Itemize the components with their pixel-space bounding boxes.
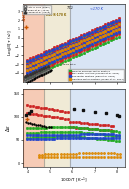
Text: 240 K-170 K: 240 K-170 K bbox=[46, 13, 66, 17]
Text: Partially Crystallized 50 wt.%: Partially Crystallized 50 wt.% bbox=[41, 64, 76, 65]
Y-axis label: $\Delta\varepsilon$: $\Delta\varepsilon$ bbox=[4, 124, 12, 132]
Text: $T_{C2}$: $T_{C2}$ bbox=[66, 5, 73, 12]
Bar bbox=[23, 89, 44, 167]
Text: $T_{C1}$: $T_{C1}$ bbox=[40, 5, 47, 12]
Bar bbox=[44, 4, 70, 82]
Bar bbox=[23, 4, 44, 82]
Y-axis label: Log$_{10}$[$\tau$ (s)]: Log$_{10}$[$\tau$ (s)] bbox=[6, 29, 14, 56]
Bar bbox=[44, 89, 70, 167]
Bar bbox=[70, 4, 125, 82]
Text: >240K: >240K bbox=[23, 10, 27, 21]
Bar bbox=[70, 89, 125, 167]
X-axis label: 1000/T [K$^{-1}$]: 1000/T [K$^{-1}$] bbox=[60, 175, 88, 185]
Legend: PNIPAM microgel-water mixture, BSA-water mixture (Tanaka et al. 2022), PVP-water: PNIPAM microgel-water mixture, BSA-water… bbox=[68, 69, 124, 81]
Text: <170 K: <170 K bbox=[90, 7, 103, 11]
